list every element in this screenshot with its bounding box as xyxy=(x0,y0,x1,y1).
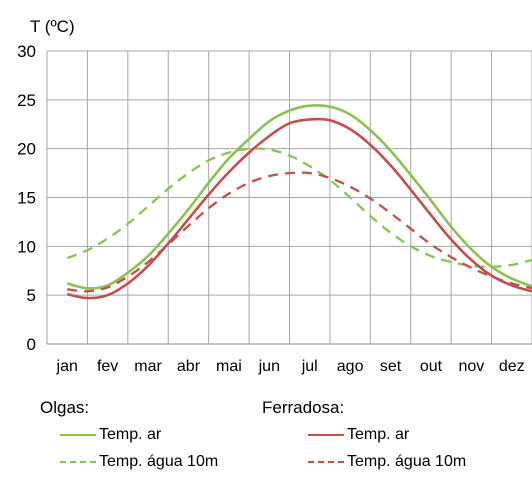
x-tick-label: jan xyxy=(56,358,78,375)
legend-swatch xyxy=(60,461,96,463)
legend-swatch xyxy=(60,434,96,436)
y-axis-label: T (ºC) xyxy=(30,17,75,36)
series-line xyxy=(66,104,532,290)
y-tick-label: 25 xyxy=(17,91,36,110)
legend-item: Temp. água 10m xyxy=(308,453,466,471)
legend-group-title: Ferradosa: xyxy=(262,398,345,417)
x-tick-label: dez xyxy=(499,358,525,375)
x-tick-label: out xyxy=(420,358,443,375)
x-tick-label: mar xyxy=(134,358,162,375)
x-tick-label: set xyxy=(380,358,402,375)
x-tick-label: ago xyxy=(337,358,364,375)
legend-item: Temp. água 10m xyxy=(60,453,218,471)
legend-label: Temp. ar xyxy=(99,426,162,443)
legend-group-title: Olgas: xyxy=(40,398,90,417)
x-tick-labels: jan fev mar abr mai jun jul ago set out nov dez xyxy=(56,358,525,375)
x-tick-label: fev xyxy=(97,358,118,375)
series-lines xyxy=(66,104,532,300)
legend-swatch xyxy=(308,434,344,436)
chart-grid xyxy=(46,50,532,345)
y-tick-label: 15 xyxy=(17,189,36,208)
x-tick-label: jun xyxy=(258,358,280,375)
y-tick-labels: 0 5 10 15 20 25 30 xyxy=(17,42,36,354)
y-tick-label: 0 xyxy=(27,335,36,354)
legend-label: Temp. água 10m xyxy=(99,453,219,470)
legend-item: Temp. ar xyxy=(308,426,409,444)
x-tick-label: jul xyxy=(301,358,318,375)
legend-swatch xyxy=(308,461,344,463)
x-tick-label: mai xyxy=(216,358,242,375)
legend-item: Temp. ar xyxy=(60,426,161,444)
series-line xyxy=(67,171,532,293)
legend-label: Temp. ar xyxy=(347,426,410,443)
y-tick-label: 30 xyxy=(17,42,36,61)
x-tick-label: abr xyxy=(177,358,201,375)
series-line xyxy=(66,117,532,300)
series-line xyxy=(66,147,532,269)
y-tick-label: 5 xyxy=(27,286,36,305)
y-tick-label: 20 xyxy=(17,140,36,159)
y-tick-label: 10 xyxy=(17,237,36,256)
temperature-chart: 0 5 10 15 20 25 30 jan fev mar abr mai jun jul ago set… xyxy=(17,17,532,375)
x-tick-label: nov xyxy=(458,358,484,375)
legend-label: Temp. água 10m xyxy=(347,453,467,470)
